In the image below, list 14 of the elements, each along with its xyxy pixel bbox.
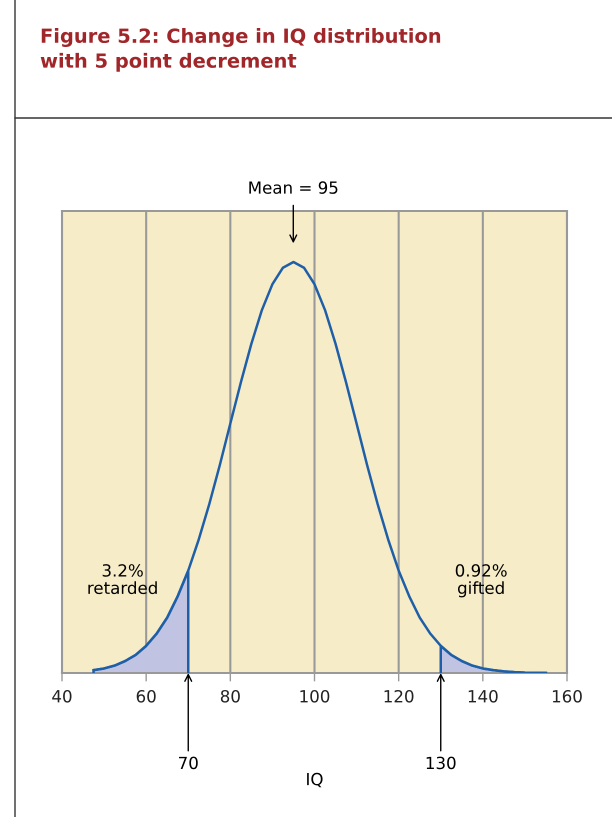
annotation: 130 bbox=[426, 756, 456, 770]
x-tick-label: 100 bbox=[300, 690, 330, 703]
x-tick-label: 60 bbox=[136, 690, 156, 703]
x-tick-label: 80 bbox=[220, 690, 240, 703]
x-tick-label: 160 bbox=[552, 690, 582, 703]
x-tick-label: 40 bbox=[52, 690, 72, 703]
x-tick-label: 140 bbox=[468, 690, 498, 703]
annotation: 3.2% retarded bbox=[88, 564, 157, 594]
annotation: 70 bbox=[179, 756, 198, 770]
chart-title: Figure 5.2: Change in IQ distribution with 5 point decrement bbox=[40, 28, 440, 72]
x-tick-label: 120 bbox=[384, 690, 414, 703]
text: Mean = 95 bbox=[249, 181, 338, 194]
annotation: 0.92% gifted bbox=[456, 564, 507, 598]
x-axis-title: IQ bbox=[307, 772, 323, 788]
